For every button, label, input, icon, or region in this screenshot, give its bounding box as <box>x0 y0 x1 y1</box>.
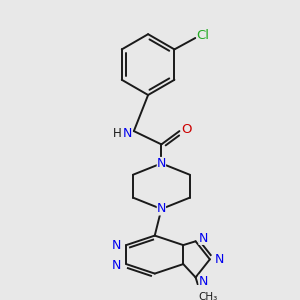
Text: N: N <box>157 157 166 170</box>
Text: N: N <box>215 253 224 266</box>
Text: O: O <box>181 123 191 136</box>
Text: N: N <box>199 275 208 288</box>
Text: N: N <box>122 128 132 140</box>
Text: Cl: Cl <box>196 28 209 42</box>
Text: N: N <box>157 202 166 215</box>
Text: N: N <box>199 232 208 245</box>
Text: H: H <box>113 128 122 140</box>
Text: CH₃: CH₃ <box>198 292 218 300</box>
Text: N: N <box>112 238 122 252</box>
Text: N: N <box>112 260 122 272</box>
